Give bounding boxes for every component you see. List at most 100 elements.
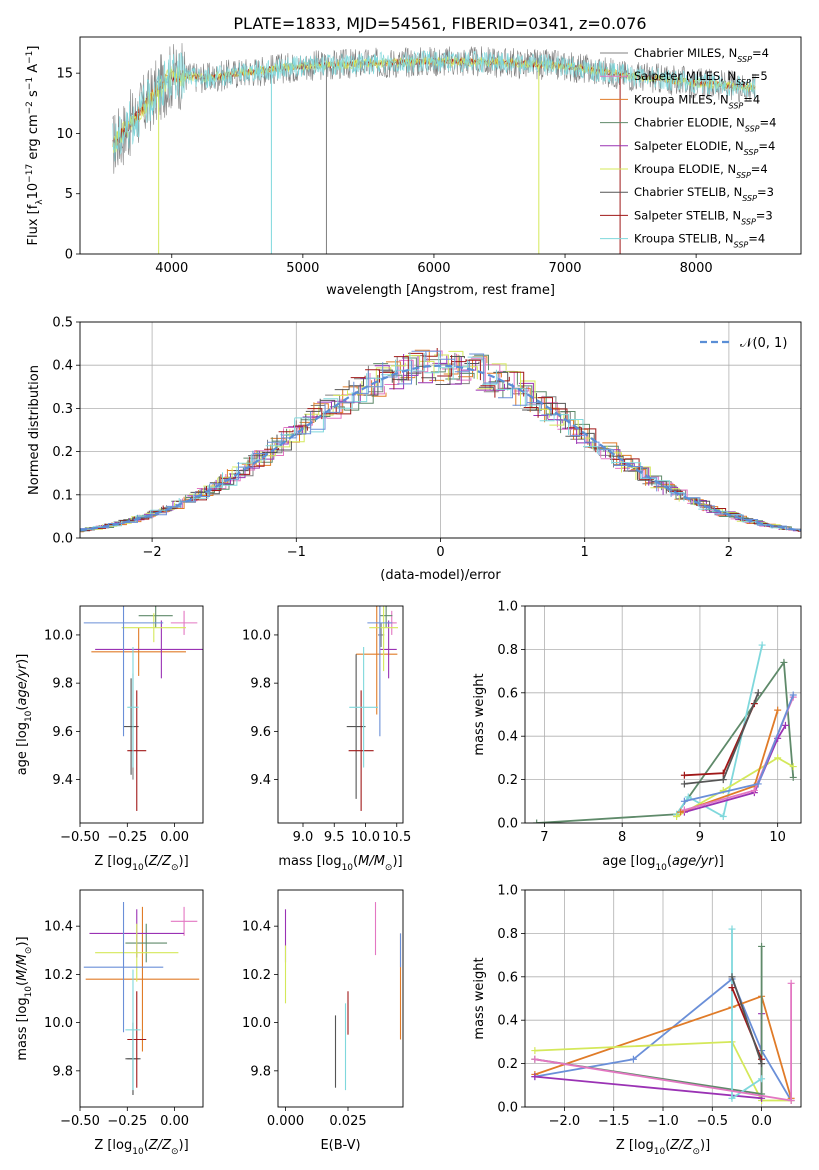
label-part: M/M [15,954,30,981]
label-part: ⊙ [171,1147,179,1157]
axes-frame [79,605,204,824]
legend-text: Kroupa STELIB, N [634,232,734,246]
x-tick-label: 2 [725,545,733,560]
legend-label: Kroupa ELODIE, NSSP=4 [634,162,768,180]
spectrum-lines [112,43,756,254]
axes-frame [524,605,802,824]
legend-label: 𝒩(0, 1) [740,336,787,351]
weight-line [534,995,792,1099]
weight-marker [680,780,688,788]
y-tick-label: 0.4 [497,730,518,745]
x-tick-label: 10.0 [351,830,380,845]
label-part: 10 [24,986,34,998]
x-tick-label: −1.5 [598,1114,630,1129]
label-part: ⊙ [24,947,34,955]
x-tick-label: 10 [769,830,786,845]
legend-sub: SSP [736,171,751,180]
label-part: λ [35,199,45,205]
weight-marker [787,979,795,987]
weight-marker [680,797,688,805]
legend-text: =3 [756,208,773,222]
label-part: )] [392,854,402,869]
figure-title: PLATE=1833, MJD=54561, FIBERID=0341, z=0… [233,14,646,33]
x-tick-label: 0.025 [329,1114,366,1129]
weight-marker [789,763,797,771]
weight-line [534,1013,763,1100]
axes-frame [277,889,404,1108]
label-part: age [log [602,854,655,869]
label-part: Z/Z [148,1138,172,1153]
label-part: −1 [25,51,35,64]
weight-marker [789,773,797,781]
legend-label: Salpeter MILES, NSSP=5 [634,69,768,87]
x-tick-label: −0.50 [60,1114,100,1129]
legend-sub: SSP [736,78,751,87]
weight-marker [673,812,681,820]
legend-sub: SSP [741,217,756,226]
legend-text: =4 [743,92,760,106]
legend-sub: SSP [744,147,759,156]
weight-marker [676,808,684,816]
weight-marker [728,973,736,981]
y-tick-label: 5 [65,187,73,202]
y-tick-label: 0.6 [497,970,518,985]
label-part: age/yr [672,854,715,869]
y-tick-label: 0.5 [52,316,73,331]
weight-marker [680,771,688,779]
y-tick-label: 10.4 [242,920,271,935]
label-part: Z [log [94,1138,132,1153]
weight-marker [780,658,788,666]
x-axis-label: age [log10(age/yr)] [602,854,724,873]
label-part: 10 [132,863,144,873]
weight-marker [629,1055,637,1063]
normal-curve [80,364,801,532]
mass_vs_ebv-panel: 0.000 0.025 9.8 10.0 10.2 10.4 E(B-V) [242,889,404,1153]
label-part: −2 [25,101,35,114]
spectrum-panel: 4000 5000 6000 7000 8000 0 5 10 15 wavelength [An… [25,36,802,298]
weight-line [676,756,794,818]
y-tick-label: 10.0 [242,628,271,643]
y-tick-label: 0.2 [52,445,73,460]
weight-marker [754,689,762,697]
histogram-salpeter-stelib [80,348,801,532]
label-part: ( [15,981,30,986]
x-axis-label: wavelength [Angstrom, rest frame] [326,283,555,298]
x-tick-label: 10.5 [382,830,411,845]
legend-text: =4 [760,116,777,130]
legend-text: =4 [748,232,765,246]
y-tick-label: 9.4 [52,773,73,788]
legend-sub: SSP [729,101,744,110]
label-part: ⊙ [385,863,393,873]
weight-line [731,976,763,1064]
legend-text: Salpeter STELIB, N [634,208,741,222]
x-tick-label: −0.25 [107,1114,147,1129]
x-tick-label: −1 [287,545,306,560]
weight-marker [774,706,782,714]
y-tick-label: 10 [56,127,73,142]
y-tick-label: 0.2 [497,773,518,788]
y-tick-label: 10.0 [44,628,73,643]
x-tick-label: −0.5 [696,1114,728,1129]
x-tick-label: 9.5 [324,830,345,845]
weight-marker [774,754,782,762]
y-tick-label: 0.0 [497,817,518,832]
label-part: 10 [26,183,41,200]
x-tick-label: 0.0 [751,1114,772,1129]
x-tick-label: 0.000 [267,1114,304,1129]
y-tick-label: 9.8 [250,1064,271,1079]
legend-text: Chabrier ELODIE, N [634,116,745,130]
legend-text: Salpeter MILES, N [634,69,736,83]
label-part: Z/Z [669,1138,693,1153]
legend-sub: SSP [737,55,752,64]
label-part: )] [179,854,189,869]
weight-marker [728,1094,736,1102]
x-tick-label: 6000 [417,261,450,276]
label-part: mass [log [278,854,341,869]
y-tick-label: 0.8 [497,643,518,658]
label-part: ( [144,1138,149,1153]
label-part: −1 [25,77,35,90]
legend-label: Salpeter ELODIE, NSSP=4 [634,139,775,157]
y-tick-label: 10.2 [242,968,271,983]
legend-label: Chabrier STELIB, NSSP=3 [634,185,774,203]
